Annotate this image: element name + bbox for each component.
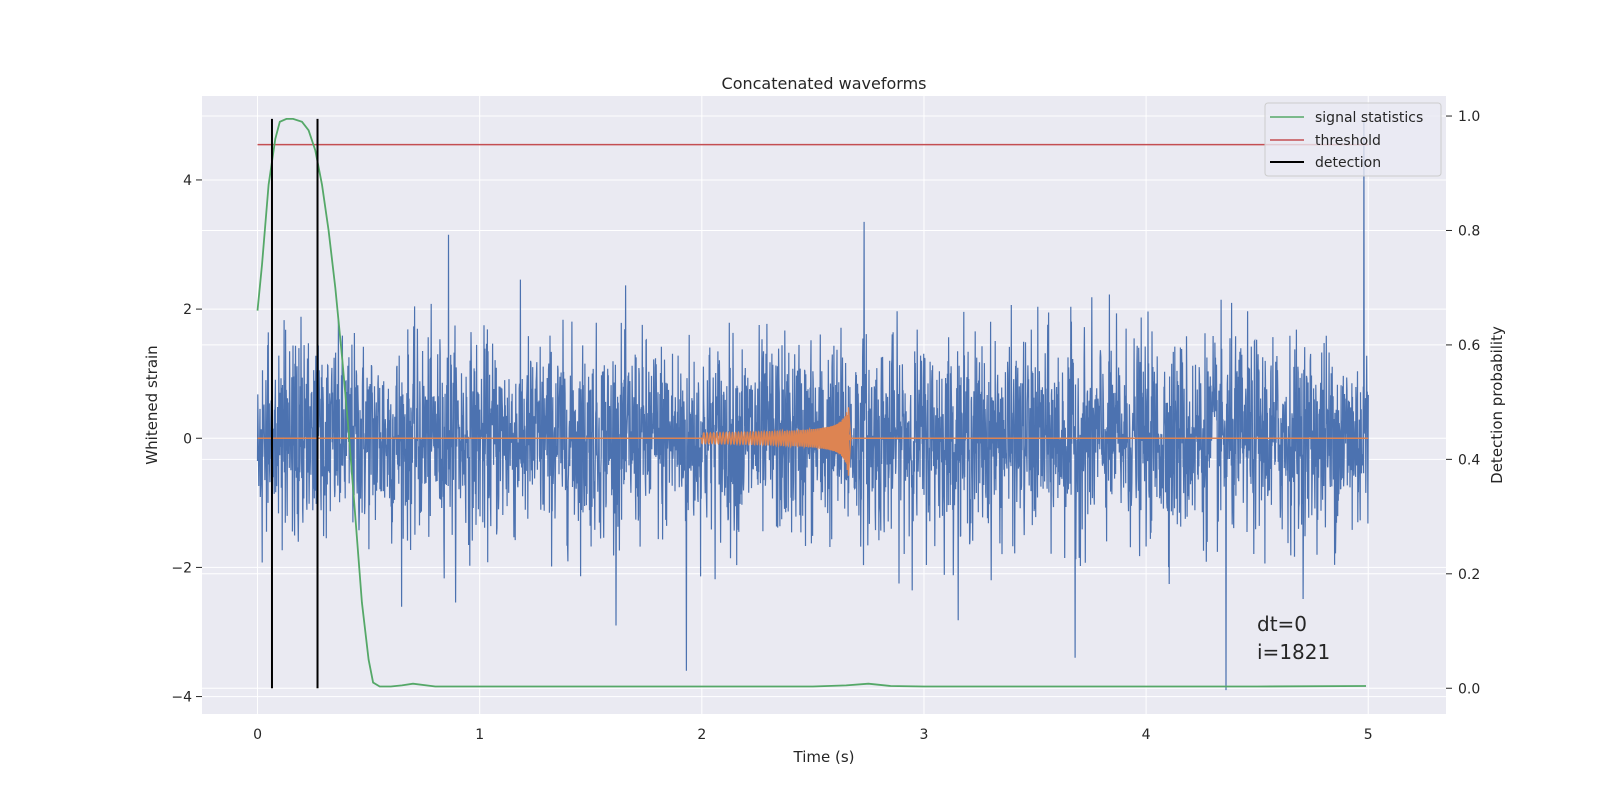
y-axis-label: Whitened strain — [143, 345, 161, 464]
x-tick-label: 5 — [1364, 727, 1373, 743]
y-tick-label: 0 — [183, 431, 192, 447]
y-axis-label-right: Detection probability — [1488, 326, 1506, 484]
x-tick-label: 4 — [1142, 727, 1151, 743]
y-right-tick-label: 0.0 — [1458, 681, 1480, 697]
y-right-tick-label: 1.0 — [1458, 109, 1480, 125]
x-tick-label: 2 — [697, 727, 706, 743]
plot-area — [256, 118, 1369, 691]
y-right-tick-label: 0.8 — [1458, 223, 1480, 239]
legend: signal statistics threshold detection — [1264, 102, 1442, 177]
y-tick-label: 2 — [183, 302, 192, 318]
legend-box — [1264, 102, 1442, 177]
y-tick-label: −2 — [171, 560, 192, 576]
legend-label-threshold: threshold — [1315, 133, 1381, 149]
annotation-index: i=1821 — [1257, 640, 1330, 664]
axes: 0 1 2 3 4 5 −4 −2 0 2 4 0.0 0.2 0.4 0.6 0.8 1.0 — [171, 109, 1480, 743]
y-right-tick-label: 0.4 — [1458, 452, 1480, 468]
annotation-dt: dt=0 — [1257, 612, 1307, 636]
y-right-tick-label: 0.2 — [1458, 567, 1480, 583]
x-tick-label: 0 — [253, 727, 262, 743]
chirp-series-line — [257, 407, 1369, 476]
strain-series-line — [256, 121, 1369, 691]
y-right-tick-label: 0.6 — [1458, 338, 1480, 354]
y-tick-label: 4 — [183, 173, 192, 189]
x-tick-label: 1 — [475, 727, 484, 743]
signal-statistics-line — [256, 118, 1367, 688]
chart-title: Concatenated waveforms — [722, 74, 927, 93]
x-axis-label: Time (s) — [793, 748, 855, 766]
x-tick-label: 3 — [920, 727, 929, 743]
legend-label-signal-statistics: signal statistics — [1315, 110, 1423, 126]
y-tick-label: −4 — [171, 690, 192, 706]
legend-label-detection: detection — [1315, 155, 1381, 171]
